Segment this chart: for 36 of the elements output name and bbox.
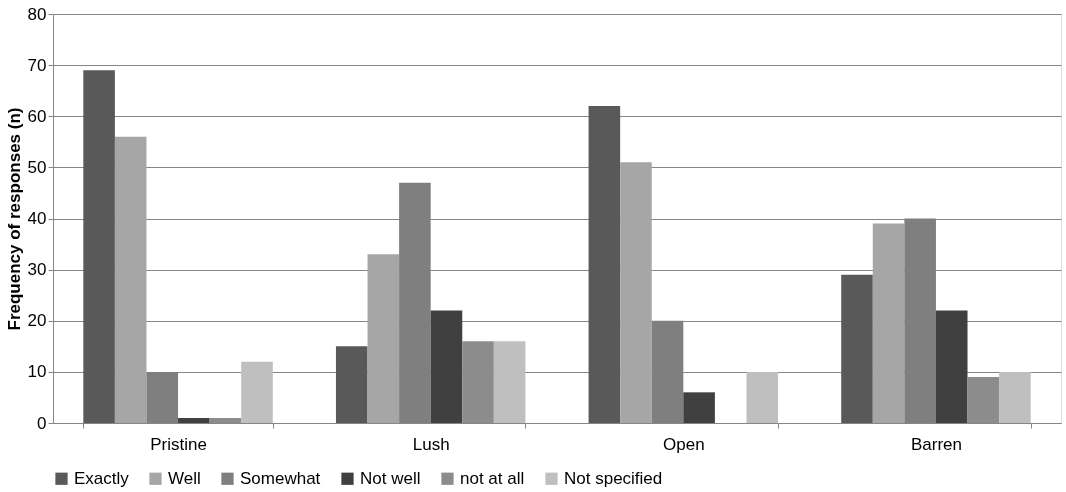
y-tick-label: 0 bbox=[37, 413, 47, 433]
y-tick-label: 40 bbox=[27, 209, 47, 228]
bar bbox=[83, 70, 115, 423]
bar bbox=[746, 371, 779, 423]
x-tick-label: Pristine bbox=[150, 434, 207, 454]
y-tick-label: 70 bbox=[27, 55, 47, 75]
legend-label: Not well bbox=[360, 468, 421, 488]
bar bbox=[588, 106, 621, 423]
y-tick-label: 30 bbox=[27, 260, 47, 280]
legend-label: Somewhat bbox=[240, 468, 321, 488]
x-tick-label: Barren bbox=[910, 434, 962, 454]
bar bbox=[683, 392, 715, 423]
bar bbox=[335, 346, 368, 423]
y-tick-label: 60 bbox=[27, 106, 47, 126]
y-tick-label: 10 bbox=[27, 362, 47, 382]
bar bbox=[178, 417, 210, 423]
bar bbox=[430, 310, 463, 423]
bar bbox=[872, 223, 905, 423]
legend-label: Exactly bbox=[74, 468, 130, 488]
bar bbox=[367, 254, 400, 423]
y-tick-label: 20 bbox=[27, 311, 47, 331]
x-tick-label: Lush bbox=[412, 434, 450, 454]
legend-label: Well bbox=[168, 468, 201, 488]
x-tick-label: Open bbox=[663, 434, 705, 454]
bar bbox=[935, 310, 968, 423]
bar bbox=[999, 371, 1031, 423]
y-tick-label: 50 bbox=[27, 157, 47, 177]
y-axis-title: Frequency of responses (n) bbox=[4, 107, 24, 331]
bar bbox=[241, 361, 273, 423]
bar bbox=[841, 274, 873, 423]
bar bbox=[620, 162, 652, 423]
y-tick-label: 80 bbox=[27, 4, 47, 24]
bar bbox=[114, 136, 147, 423]
legend-label: not at all bbox=[460, 468, 525, 488]
bar bbox=[493, 341, 526, 423]
legend-label: Not specified bbox=[564, 468, 663, 488]
